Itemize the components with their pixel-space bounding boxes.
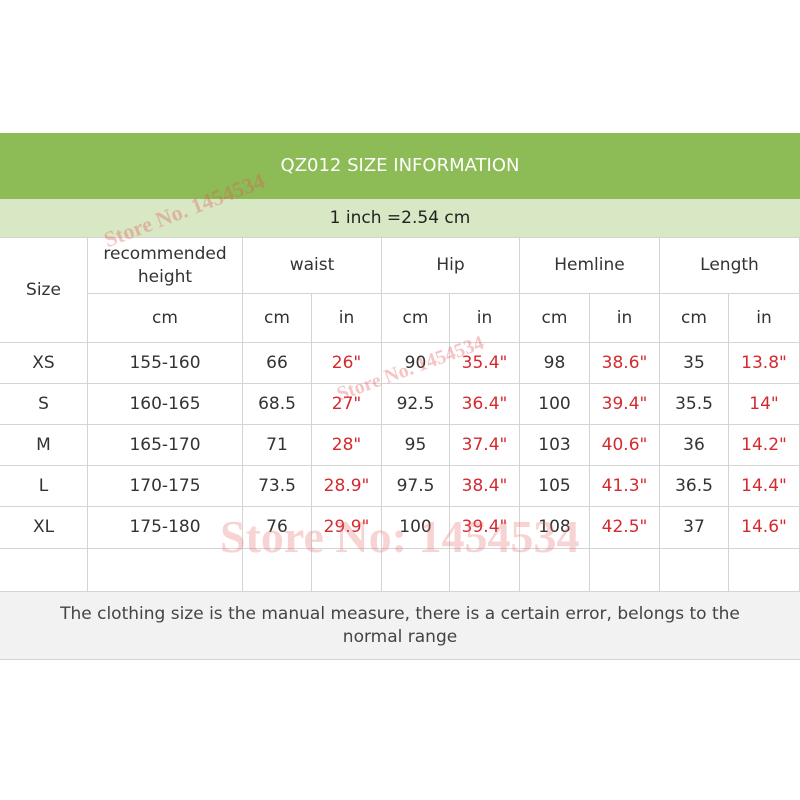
table-cell: XS (0, 343, 88, 384)
table-cell: 37 (660, 507, 729, 549)
table-cell: 14.6" (729, 507, 800, 549)
table-cell: 14" (729, 384, 800, 425)
unit-cell: cm (88, 294, 243, 343)
unit-cell: in (590, 294, 660, 343)
empty-cell (450, 549, 520, 592)
table-cell: 76 (243, 507, 312, 549)
empty-cell (88, 549, 243, 592)
table-cell: 28.9" (312, 466, 382, 507)
unit-cell: cm (660, 294, 729, 343)
table-cell: L (0, 466, 88, 507)
header-cell: waist (243, 238, 382, 294)
table-cell: 97.5 (382, 466, 450, 507)
table-cell: 95 (382, 425, 450, 466)
table-cell: 170-175 (88, 466, 243, 507)
table-cell: 90 (382, 343, 450, 384)
note: 1 inch =2.54 cm (0, 199, 800, 238)
table-cell: 38.6" (590, 343, 660, 384)
table-cell: 66 (243, 343, 312, 384)
table-cell: 13.8" (729, 343, 800, 384)
unit-cell: in (450, 294, 520, 343)
table-cell: 98 (520, 343, 590, 384)
unit-cell: cm (520, 294, 590, 343)
table-cell: 28" (312, 425, 382, 466)
table-cell: S (0, 384, 88, 425)
table-cell: 37.4" (450, 425, 520, 466)
empty-cell (590, 549, 660, 592)
table-cell: 29.9" (312, 507, 382, 549)
table-cell: 100 (382, 507, 450, 549)
header-cell: recommended height (88, 238, 243, 294)
table-cell: 71 (243, 425, 312, 466)
table-cell: 108 (520, 507, 590, 549)
table-cell: M (0, 425, 88, 466)
table-cell: 14.4" (729, 466, 800, 507)
unit-cell: in (312, 294, 382, 343)
table-cell: 92.5 (382, 384, 450, 425)
table-cell: 41.3" (590, 466, 660, 507)
table-cell: 36 (660, 425, 729, 466)
table-cell: 68.5 (243, 384, 312, 425)
table-cell: 35.5 (660, 384, 729, 425)
empty-cell (520, 549, 590, 592)
table-cell: XL (0, 507, 88, 549)
table-cell: 165-170 (88, 425, 243, 466)
table-cell: 35 (660, 343, 729, 384)
table-cell: 14.2" (729, 425, 800, 466)
table-cell: 175-180 (88, 507, 243, 549)
unit-cell: cm (382, 294, 450, 343)
watermark: Store No: 1454534 (220, 511, 580, 562)
header-cell: Hip (382, 238, 520, 294)
table-cell: 103 (520, 425, 590, 466)
table-cell: 105 (520, 466, 590, 507)
table-cell: 39.4" (590, 384, 660, 425)
table-cell: 73.5 (243, 466, 312, 507)
empty-cell (243, 549, 312, 592)
empty-cell (382, 549, 450, 592)
table-cell: 35.4" (450, 343, 520, 384)
table-cell: 155-160 (88, 343, 243, 384)
table-cell: 27" (312, 384, 382, 425)
table-cell: 100 (520, 384, 590, 425)
header-cell: Length (660, 238, 800, 294)
footer: The clothing size is the manual measure,… (0, 592, 800, 660)
header-cell: Size (0, 238, 88, 343)
empty-cell (312, 549, 382, 592)
table-cell: 36.5 (660, 466, 729, 507)
empty-cell (729, 549, 800, 592)
table-cell: 38.4" (450, 466, 520, 507)
unit-cell: cm (243, 294, 312, 343)
table-cell: 36.4" (450, 384, 520, 425)
empty-cell (0, 549, 88, 592)
table-cell: 39.4" (450, 507, 520, 549)
table-cell: 40.6" (590, 425, 660, 466)
header-cell: Hemline (520, 238, 660, 294)
table-cell: 26" (312, 343, 382, 384)
empty-cell (660, 549, 729, 592)
table-cell: 160-165 (88, 384, 243, 425)
title: QZ012 SIZE INFORMATION (0, 133, 800, 199)
table-cell: 42.5" (590, 507, 660, 549)
unit-cell: in (729, 294, 800, 343)
